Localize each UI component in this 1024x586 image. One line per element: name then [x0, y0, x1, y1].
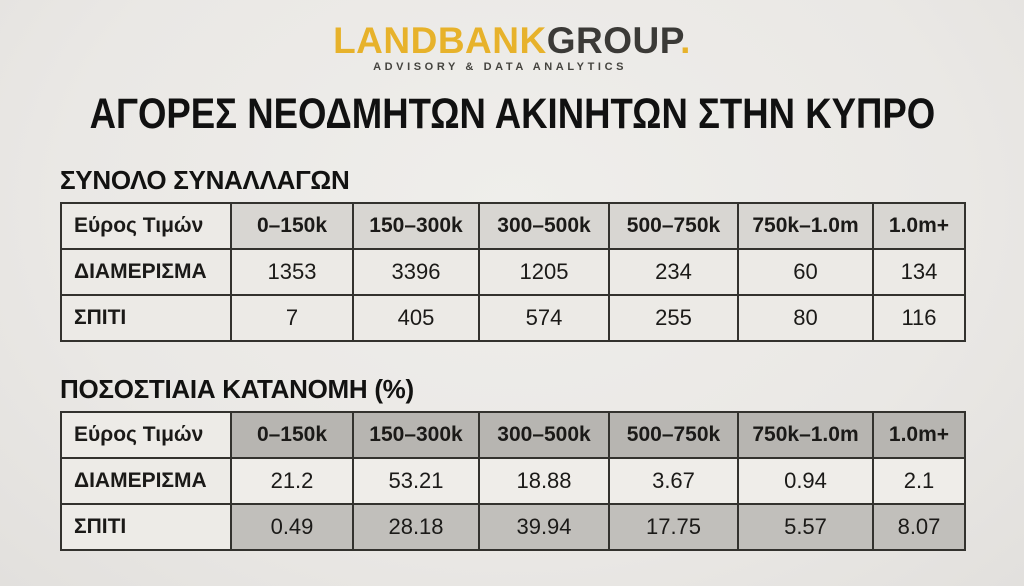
- logo-tagline: ADVISORY & DATA ANALYTICS: [373, 61, 628, 73]
- table-cell: 53.21: [352, 457, 480, 506]
- table-cell: 8.07: [872, 503, 966, 552]
- table-cell: 1353: [230, 248, 354, 297]
- logo-wordmark: LANDBANKGROUP.: [333, 22, 691, 59]
- row-label-apartment: ΔΙΑΜΕΡΙΣΜΑ: [60, 457, 232, 506]
- table-row-apartment: ΔΙΑΜΕΡΙΣΜΑ 1353 3396 1205 234 60 134: [60, 248, 966, 297]
- table-row-house: ΣΠΙΤΙ 0.49 28.18 39.94 17.75 5.57 8.07: [60, 503, 966, 552]
- table-cell: 0.94: [737, 457, 874, 506]
- column-header-1m-plus: 1.0m+: [872, 202, 966, 251]
- table-cell: 0.49: [230, 503, 354, 552]
- column-header-500-750k: 500–750k: [608, 202, 739, 251]
- table-cell: 574: [478, 294, 610, 343]
- logo-brand-primary: LANDBANK: [333, 20, 547, 61]
- logo-period: .: [680, 20, 691, 61]
- table-cell: 116: [872, 294, 966, 343]
- table-cell: 60: [737, 248, 874, 297]
- column-header-150-300k: 150–300k: [352, 202, 480, 251]
- logo-box: LANDBANKGROUP. ADVISORY & DATA ANALYTICS: [333, 22, 691, 73]
- page-title: ΑΓΟΡΕΣ ΝΕΟΔΜΗΤΩΝ ΑΚΙΝΗΤΩΝ ΣΤΗΝ ΚΥΠΡΟ: [0, 90, 1024, 138]
- table-cell: 405: [352, 294, 480, 343]
- row-label-house: ΣΠΙΤΙ: [60, 294, 232, 343]
- table-cell: 255: [608, 294, 739, 343]
- table-cell: 3.67: [608, 457, 739, 506]
- section-title-total-transactions: ΣΥΝΟΛΟ ΣΥΝΑΛΛΑΓΩΝ: [60, 165, 350, 196]
- logo-brand-secondary: GROUP: [546, 20, 681, 61]
- column-header-300-500k: 300–500k: [478, 202, 610, 251]
- table-cell: 28.18: [352, 503, 480, 552]
- column-header-750k-1m: 750k–1.0m: [737, 411, 874, 460]
- content-sheet: ΣΥΝΟΛΟ ΣΥΝΑΛΛΑΓΩΝ Εύρος Τιμών 0–150k 150…: [60, 165, 966, 552]
- column-header-0-150k: 0–150k: [230, 411, 354, 460]
- table-cell: 18.88: [478, 457, 610, 506]
- column-header-1m-plus: 1.0m+: [872, 411, 966, 460]
- table-cell: 5.57: [737, 503, 874, 552]
- percentage-header-row: Εύρος Τιμών 0–150k 150–300k 300–500k 500…: [60, 411, 966, 460]
- table-cell: 1205: [478, 248, 610, 297]
- table-cell: 21.2: [230, 457, 354, 506]
- table-cell: 80: [737, 294, 874, 343]
- row-label-house: ΣΠΙΤΙ: [60, 503, 232, 552]
- percentage-table: Εύρος Τιμών 0–150k 150–300k 300–500k 500…: [60, 411, 966, 552]
- column-header-300-500k: 300–500k: [478, 411, 610, 460]
- column-header-750k-1m: 750k–1.0m: [737, 202, 874, 251]
- table-cell: 134: [872, 248, 966, 297]
- table-cell: 2.1: [872, 457, 966, 506]
- column-header-price-range: Εύρος Τιμών: [60, 411, 232, 460]
- table-cell: 7: [230, 294, 354, 343]
- logo: LANDBANKGROUP. ADVISORY & DATA ANALYTICS: [0, 22, 1024, 75]
- column-header-price-range: Εύρος Τιμών: [60, 202, 232, 251]
- transactions-table: Εύρος Τιμών 0–150k 150–300k 300–500k 500…: [60, 202, 966, 343]
- table-cell: 17.75: [608, 503, 739, 552]
- section-title-percentage-distribution: ΠΟΣΟΣΤΙΑΙΑ ΚΑΤΑΝΟΜΗ (%): [60, 374, 414, 405]
- column-header-150-300k: 150–300k: [352, 411, 480, 460]
- transactions-header-row: Εύρος Τιμών 0–150k 150–300k 300–500k 500…: [60, 202, 966, 251]
- table-row-apartment: ΔΙΑΜΕΡΙΣΜΑ 21.2 53.21 18.88 3.67 0.94 2.…: [60, 457, 966, 506]
- page-title-text: ΑΓΟΡΕΣ ΝΕΟΔΜΗΤΩΝ ΑΚΙΝΗΤΩΝ ΣΤΗΝ ΚΥΠΡΟ: [89, 90, 935, 138]
- table-cell: 39.94: [478, 503, 610, 552]
- table-cell: 3396: [352, 248, 480, 297]
- table-row-house: ΣΠΙΤΙ 7 405 574 255 80 116: [60, 294, 966, 343]
- column-header-500-750k: 500–750k: [608, 411, 739, 460]
- table-cell: 234: [608, 248, 739, 297]
- column-header-0-150k: 0–150k: [230, 202, 354, 251]
- row-label-apartment: ΔΙΑΜΕΡΙΣΜΑ: [60, 248, 232, 297]
